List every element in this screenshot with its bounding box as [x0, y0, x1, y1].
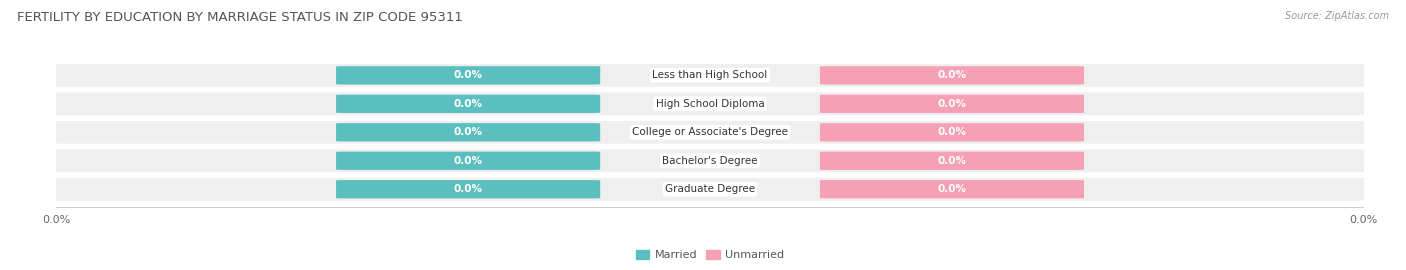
FancyBboxPatch shape: [336, 123, 600, 141]
FancyBboxPatch shape: [336, 151, 600, 170]
Text: 0.0%: 0.0%: [938, 99, 966, 109]
Text: FERTILITY BY EDUCATION BY MARRIAGE STATUS IN ZIP CODE 95311: FERTILITY BY EDUCATION BY MARRIAGE STATU…: [17, 11, 463, 24]
Text: Graduate Degree: Graduate Degree: [665, 184, 755, 194]
FancyBboxPatch shape: [336, 95, 600, 113]
Text: 0.0%: 0.0%: [454, 99, 482, 109]
Text: High School Diploma: High School Diploma: [655, 99, 765, 109]
FancyBboxPatch shape: [44, 178, 1376, 201]
FancyBboxPatch shape: [336, 180, 600, 198]
FancyBboxPatch shape: [44, 92, 1376, 115]
Legend: Married, Unmarried: Married, Unmarried: [631, 245, 789, 265]
Text: 0.0%: 0.0%: [938, 127, 966, 137]
Text: 0.0%: 0.0%: [454, 70, 482, 80]
Text: Less than High School: Less than High School: [652, 70, 768, 80]
Text: 0.0%: 0.0%: [454, 127, 482, 137]
FancyBboxPatch shape: [44, 64, 1376, 87]
Text: 0.0%: 0.0%: [938, 70, 966, 80]
Text: 0.0%: 0.0%: [454, 184, 482, 194]
Text: 0.0%: 0.0%: [938, 156, 966, 166]
Text: Source: ZipAtlas.com: Source: ZipAtlas.com: [1285, 11, 1389, 21]
FancyBboxPatch shape: [820, 123, 1084, 141]
FancyBboxPatch shape: [44, 149, 1376, 172]
Text: College or Associate's Degree: College or Associate's Degree: [633, 127, 787, 137]
FancyBboxPatch shape: [820, 66, 1084, 85]
FancyBboxPatch shape: [820, 95, 1084, 113]
Text: Bachelor's Degree: Bachelor's Degree: [662, 156, 758, 166]
Text: 0.0%: 0.0%: [938, 184, 966, 194]
FancyBboxPatch shape: [44, 121, 1376, 144]
Text: 0.0%: 0.0%: [454, 156, 482, 166]
FancyBboxPatch shape: [820, 180, 1084, 198]
FancyBboxPatch shape: [820, 151, 1084, 170]
FancyBboxPatch shape: [336, 66, 600, 85]
